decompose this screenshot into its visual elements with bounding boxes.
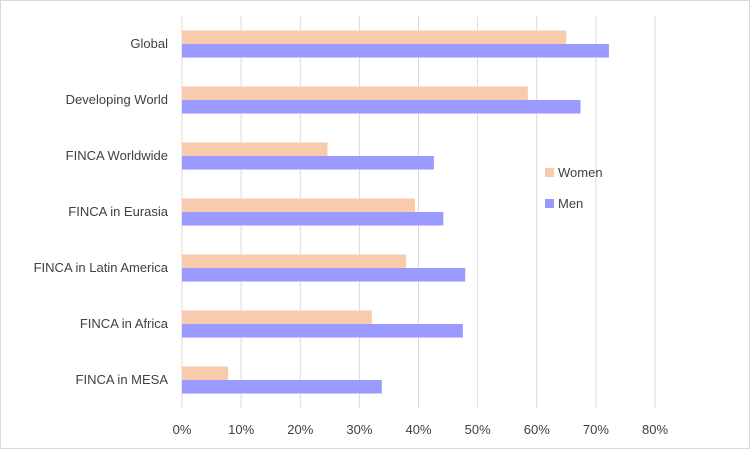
- bar-women: [182, 30, 567, 44]
- category-label: Developing World: [66, 92, 168, 107]
- legend-label-women: Women: [558, 165, 603, 180]
- x-tick-label: 60%: [524, 422, 550, 437]
- x-tick-label: 20%: [287, 422, 313, 437]
- bar-women: [182, 254, 407, 268]
- x-tick-label: 70%: [583, 422, 609, 437]
- bar-men: [182, 212, 444, 226]
- bar-men: [182, 44, 609, 58]
- x-tick-label: 10%: [228, 422, 254, 437]
- x-tick-label: 30%: [346, 422, 372, 437]
- bar-women: [182, 198, 415, 212]
- bar-women: [182, 310, 372, 324]
- category-label: FINCA Worldwide: [66, 148, 168, 163]
- category-label: FINCA in Africa: [80, 316, 169, 331]
- bar-men: [182, 156, 434, 170]
- bar-men: [182, 380, 382, 394]
- bar-men: [182, 268, 466, 282]
- legend-swatch-men: [545, 199, 554, 208]
- category-label: FINCA in Latin America: [34, 260, 169, 275]
- category-label: FINCA in MESA: [76, 372, 169, 387]
- category-label: FINCA in Eurasia: [68, 204, 168, 219]
- x-tick-label: 40%: [405, 422, 431, 437]
- x-tick-label: 0%: [173, 422, 192, 437]
- bar-women: [182, 86, 528, 100]
- bar-men: [182, 324, 463, 338]
- category-label: Global: [130, 36, 168, 51]
- bar-women: [182, 142, 328, 156]
- x-tick-label: 50%: [465, 422, 491, 437]
- legend-swatch-women: [545, 168, 554, 177]
- x-tick-label: 80%: [642, 422, 668, 437]
- legend-label-men: Men: [558, 196, 583, 211]
- bar-women: [182, 366, 229, 380]
- bar-men: [182, 100, 581, 114]
